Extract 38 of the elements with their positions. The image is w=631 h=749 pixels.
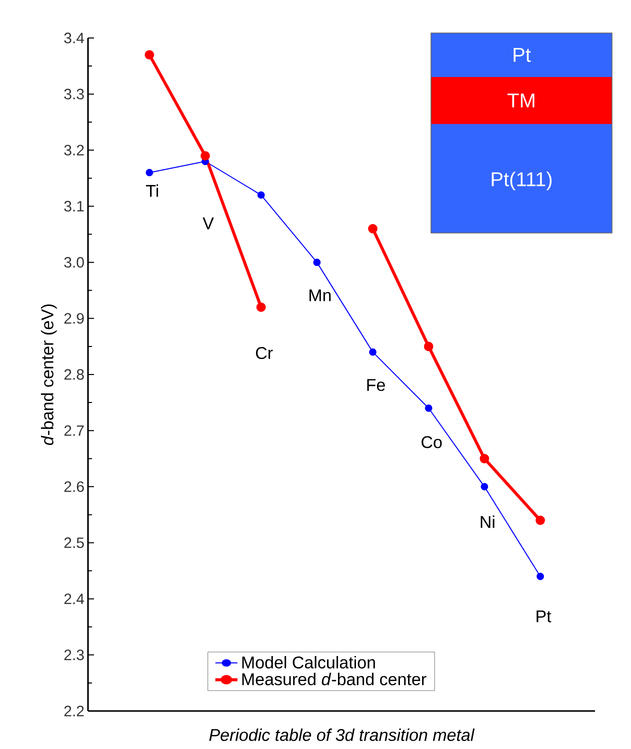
y-tick-label: 2.3	[64, 650, 84, 660]
x-tick-label: V	[202, 218, 214, 230]
point	[200, 151, 210, 160]
y-tick-label: 3.2	[64, 144, 84, 156]
y-tick-label: 2.8	[64, 369, 84, 380]
y-tick-label: 3.0	[64, 257, 84, 268]
point	[368, 224, 378, 234]
y-tick-label: 2.2	[64, 706, 84, 716]
y-tick-label: 2.6	[64, 481, 84, 492]
x-axis-title: Periodic table of 3d transition metal	[209, 728, 475, 741]
x-tick-label: Mn	[310, 289, 331, 302]
point	[480, 482, 488, 490]
point	[480, 454, 490, 464]
x-tick-label: Ni	[480, 516, 494, 528]
legend-label: Model Calculation	[242, 656, 375, 668]
point	[369, 348, 376, 356]
point	[424, 342, 434, 352]
point	[313, 258, 321, 266]
point	[256, 302, 266, 312]
legend-label: Measured d-band center	[242, 672, 426, 686]
y-tick-label: 2.4	[64, 594, 84, 604]
x-tick-label: Cr	[256, 347, 273, 360]
y-axis-title: d-band center (eV)	[40, 304, 57, 446]
y-tick-label: 2.7	[64, 425, 84, 436]
y-tick-label: 3.4	[64, 32, 84, 44]
x-tick-label: Co	[422, 436, 442, 448]
y-tick-label: 2.5	[64, 537, 84, 548]
point	[146, 168, 154, 176]
x-tick-label: Ti	[146, 184, 158, 197]
point	[536, 516, 545, 526]
point	[144, 50, 154, 60]
point	[424, 404, 432, 412]
x-tick-label: Fe	[367, 379, 385, 391]
y-tick-label: 3.1	[64, 200, 84, 212]
y-tick-label: 3.3	[64, 88, 84, 100]
point	[536, 572, 544, 580]
y-tick-label: 2.9	[64, 313, 84, 324]
point	[257, 191, 265, 199]
